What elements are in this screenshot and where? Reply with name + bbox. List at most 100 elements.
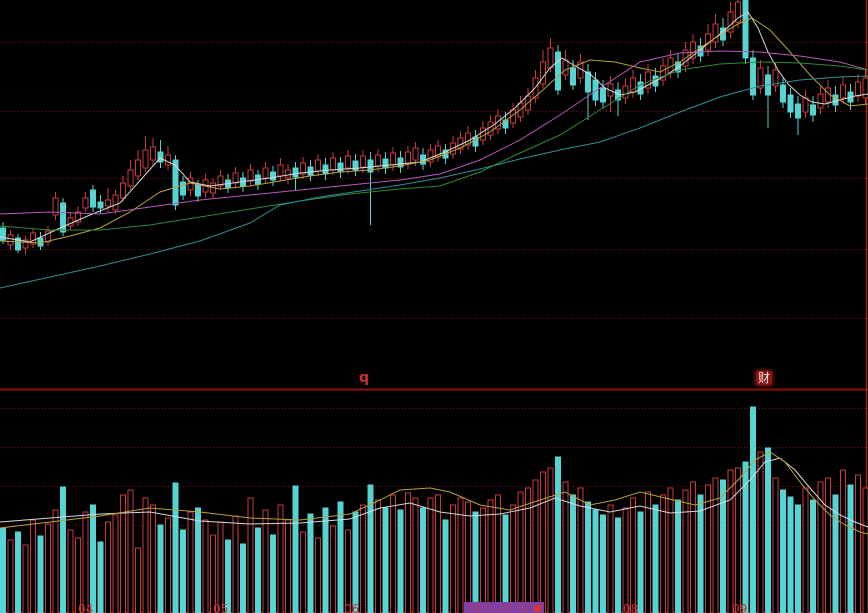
- volume-bar[interactable]: [210, 534, 216, 613]
- volume-bar[interactable]: [22, 544, 29, 613]
- volume-bar[interactable]: [285, 519, 291, 613]
- candle[interactable]: [562, 59, 569, 76]
- volume-bar[interactable]: [367, 484, 374, 613]
- volume-bar[interactable]: [180, 529, 186, 613]
- event-marker-q[interactable]: q: [359, 370, 370, 386]
- candle[interactable]: [855, 81, 861, 97]
- volume-bar[interactable]: [82, 511, 89, 613]
- volume-bar[interactable]: [405, 492, 411, 613]
- volume-bar[interactable]: [480, 507, 486, 613]
- candle[interactable]: [22, 239, 29, 249]
- volume-bar[interactable]: [532, 479, 539, 613]
- volume-bar[interactable]: [427, 497, 434, 613]
- candle[interactable]: [187, 177, 194, 191]
- candle[interactable]: [592, 79, 599, 101]
- candle[interactable]: [82, 197, 89, 209]
- volume-bar[interactable]: [352, 511, 359, 613]
- volume-bar[interactable]: [517, 491, 524, 613]
- candle[interactable]: [585, 71, 591, 93]
- volume-bar[interactable]: [187, 511, 194, 613]
- volume-bar[interactable]: [727, 469, 734, 613]
- volume-bars-layer[interactable]: [0, 406, 868, 613]
- candle[interactable]: [607, 83, 614, 97]
- volume-bar[interactable]: [345, 529, 351, 613]
- volume-bar[interactable]: [682, 489, 689, 613]
- candle[interactable]: [645, 71, 651, 89]
- candle[interactable]: [337, 162, 344, 173]
- volume-bar[interactable]: [217, 521, 224, 613]
- volume-bar[interactable]: [547, 467, 554, 613]
- volume-bar[interactable]: [630, 497, 636, 613]
- volume-bar[interactable]: [442, 519, 449, 613]
- candle[interactable]: [367, 159, 374, 173]
- candle[interactable]: [15, 237, 21, 251]
- candle[interactable]: [465, 132, 471, 146]
- candle[interactable]: [862, 77, 868, 99]
- volume-bar[interactable]: [780, 489, 786, 613]
- volume-bar[interactable]: [135, 547, 141, 613]
- candle[interactable]: [232, 172, 239, 184]
- candle[interactable]: [600, 87, 606, 103]
- candle[interactable]: [285, 169, 291, 179]
- candle[interactable]: [817, 93, 824, 109]
- volume-bar[interactable]: [667, 487, 674, 613]
- candle[interactable]: [270, 171, 276, 181]
- volume-bar[interactable]: [337, 501, 344, 613]
- volume-bar[interactable]: [97, 541, 104, 613]
- candle[interactable]: [165, 154, 171, 166]
- candle[interactable]: [195, 184, 201, 197]
- volume-bar[interactable]: [255, 527, 261, 613]
- volume-bar[interactable]: [435, 494, 441, 613]
- volume-bar[interactable]: [52, 509, 59, 613]
- volume-bar[interactable]: [172, 482, 179, 613]
- volume-bar[interactable]: [472, 511, 479, 613]
- candle[interactable]: [360, 155, 366, 168]
- candle[interactable]: [802, 97, 809, 113]
- volume-bar[interactable]: [300, 531, 306, 613]
- volume-bar[interactable]: [322, 507, 329, 613]
- candle[interactable]: [172, 159, 179, 206]
- candle[interactable]: [390, 152, 396, 166]
- volume-bar[interactable]: [817, 481, 824, 613]
- volume-bar[interactable]: [645, 491, 651, 613]
- volume-bar[interactable]: [60, 486, 66, 613]
- candle[interactable]: [405, 151, 411, 164]
- candle[interactable]: [832, 94, 839, 106]
- volume-bar[interactable]: [15, 531, 21, 613]
- volume-bar[interactable]: [750, 406, 756, 613]
- candle[interactable]: [787, 94, 794, 113]
- candle[interactable]: [502, 119, 509, 129]
- volume-bar[interactable]: [307, 513, 314, 613]
- volume-bar[interactable]: [795, 504, 801, 613]
- candle[interactable]: [292, 167, 299, 178]
- candle[interactable]: [315, 159, 321, 172]
- volume-bar[interactable]: [232, 515, 239, 613]
- candle[interactable]: [352, 160, 359, 171]
- volume-bar[interactable]: [7, 539, 14, 613]
- volume-bar[interactable]: [195, 507, 201, 613]
- candle[interactable]: [322, 164, 329, 175]
- volume-bar[interactable]: [120, 494, 126, 613]
- candle[interactable]: [60, 202, 66, 233]
- candle[interactable]: [120, 182, 126, 199]
- volume-bar[interactable]: [165, 517, 171, 613]
- candle[interactable]: [247, 169, 254, 182]
- volume-bar[interactable]: [712, 477, 719, 613]
- volume-bar[interactable]: [90, 504, 96, 613]
- volume-bar[interactable]: [30, 519, 36, 613]
- volume-bar[interactable]: [765, 447, 771, 613]
- volume-bar[interactable]: [570, 494, 576, 613]
- candle[interactable]: [0, 227, 6, 241]
- volume-bar[interactable]: [847, 484, 854, 613]
- volume-bar[interactable]: [315, 537, 321, 613]
- volume-bar[interactable]: [555, 456, 561, 613]
- candle[interactable]: [540, 61, 546, 85]
- volume-bar[interactable]: [562, 481, 569, 613]
- volume-bar[interactable]: [142, 497, 149, 613]
- candle[interactable]: [742, 0, 749, 59]
- volume-bar[interactable]: [802, 487, 809, 613]
- volume-bar[interactable]: [525, 487, 531, 613]
- volume-bar[interactable]: [607, 504, 614, 613]
- volume-bar[interactable]: [457, 497, 464, 613]
